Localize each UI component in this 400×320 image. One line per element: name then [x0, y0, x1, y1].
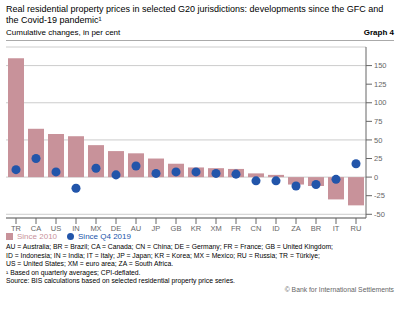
svg-text:25: 25 [374, 154, 382, 163]
svg-text:0: 0 [374, 173, 378, 182]
svg-text:50: 50 [374, 136, 382, 145]
svg-text:ID: ID [272, 224, 280, 233]
svg-text:US: US [51, 224, 61, 233]
html-text:Since 2010: Since 2010 [17, 232, 57, 241]
svg-text:-25: -25 [374, 191, 385, 200]
html-text:Source: BIS calculations based: Source: BIS calculations based on select… [6, 277, 235, 284]
svg-text:TR: TR [11, 224, 22, 233]
svg-text:KR: KR [191, 224, 202, 233]
svg-text:CA: CA [31, 224, 41, 233]
html-text:© Bank for International Settl: © Bank for International Settlements [284, 285, 394, 293]
svg-text:100: 100 [374, 98, 387, 107]
svg-text:125: 125 [374, 80, 387, 89]
svg-text:75: 75 [374, 117, 382, 126]
svg-text:BR: BR [311, 224, 322, 233]
svg-text:CN: CN [251, 224, 262, 233]
svg-text:IT: IT [333, 224, 340, 233]
html-text:Cumulative changes, in per cen: Cumulative changes, in per cent [6, 28, 121, 37]
svg-text:DE: DE [111, 224, 121, 233]
html-text:Graph 4: Graph 4 [363, 28, 394, 37]
svg-text:ZA: ZA [291, 224, 301, 233]
svg-text:XM: XM [210, 224, 221, 233]
svg-text:RU: RU [351, 224, 362, 233]
svg-text:AU: AU [131, 224, 141, 233]
html-text:AU = Australia; BR = Brazil; C: AU = Australia; BR = Brazil; CA = Canada… [6, 243, 333, 250]
html-text:ID = Indonesia; IN = India; IT: ID = Indonesia; IN = India; IT = Italy; … [6, 251, 320, 259]
svg-text:GB: GB [171, 224, 182, 233]
svg-text:-50: -50 [374, 210, 385, 219]
svg-text:JP: JP [152, 224, 161, 233]
svg-text:MX: MX [90, 224, 101, 233]
html-text:Since Q4 2019: Since Q4 2019 [78, 232, 131, 241]
html-text:US = United States; XM = euro: US = United States; XM = euro area; ZA =… [6, 260, 174, 267]
svg-text:IN: IN [72, 224, 80, 233]
svg-text:FR: FR [231, 224, 242, 233]
svg-text:150: 150 [374, 61, 387, 70]
html-text:Real residential property pric: Real residential property prices in sele… [6, 4, 384, 25]
html-text:¹ Based on quarterly averages;: ¹ Based on quarterly averages; CPI-defla… [6, 268, 141, 276]
